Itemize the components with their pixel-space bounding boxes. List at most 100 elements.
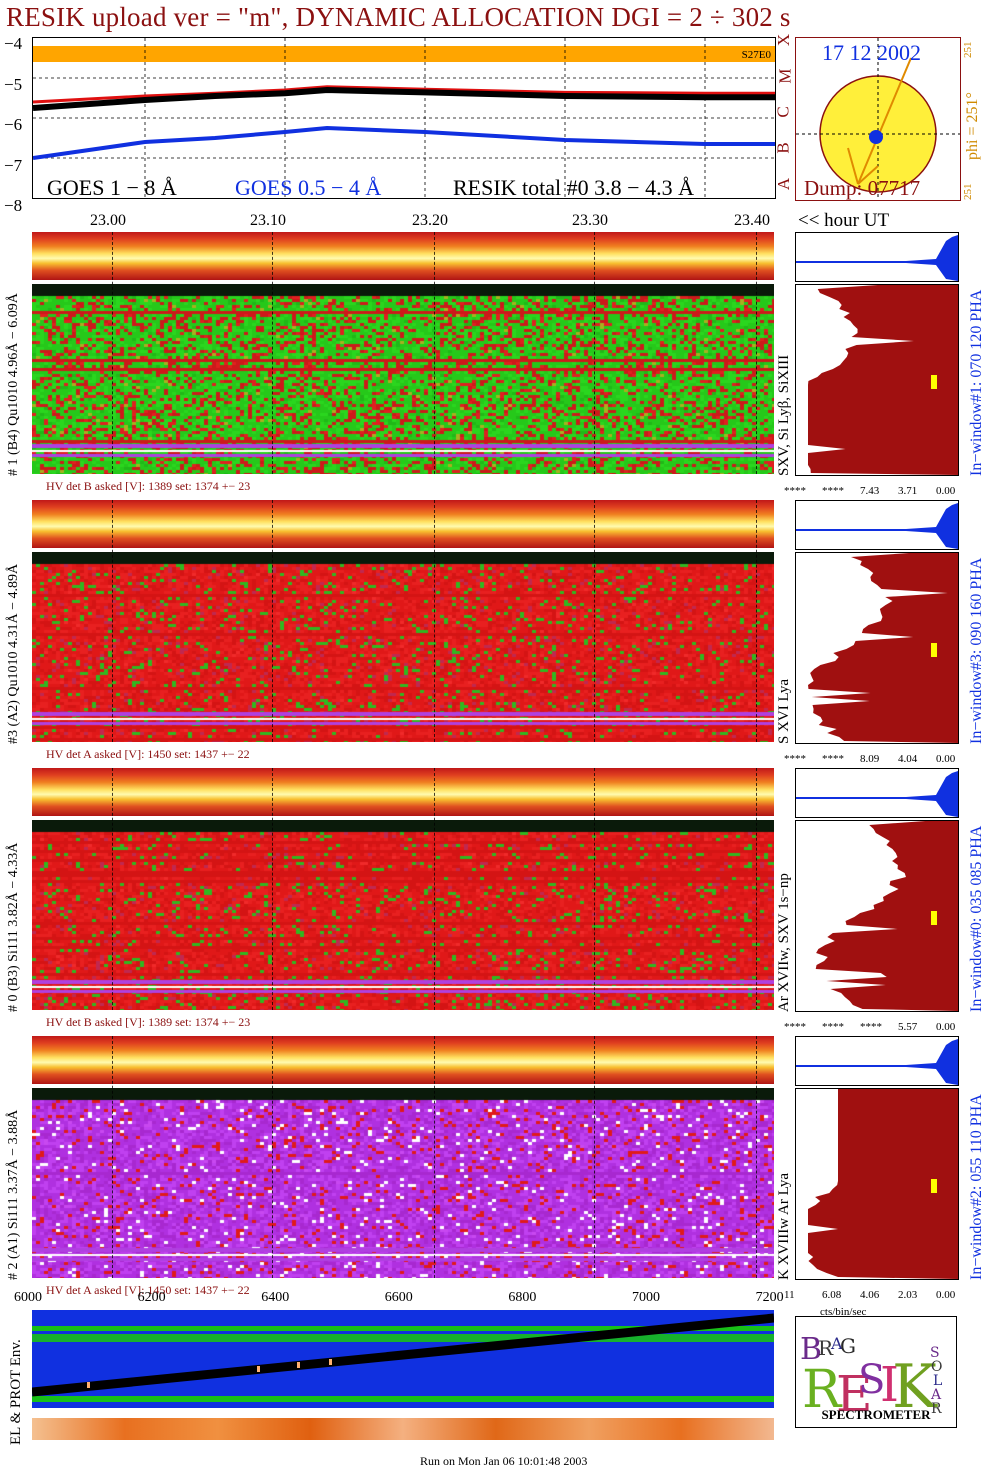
hist-tick: 0.00 [936,1289,956,1301]
phi-top-value: 251 [962,41,974,59]
pha-tick: 6800 [508,1290,537,1305]
spectrogram-pixels [32,284,774,474]
pha-histogram-small [795,500,959,550]
pha-tick: 7000 [632,1290,660,1305]
goes-chart-svg [33,38,775,198]
env-label: EL & PROT Env. [8,1339,24,1445]
spectral-line-label: S XVI Lya [776,679,792,744]
goes-short-line [33,125,775,160]
pha-histogram-small [795,768,959,818]
sun-disk [796,38,960,200]
in-window-label: In−window#2: 055 110 PHA [968,1094,985,1280]
spectrogram-top-strip [32,232,774,280]
time-gridline [434,1036,435,1278]
time-gridline [594,500,595,742]
time-gridline [112,768,113,1010]
hv-status: HV det B asked [V]: 1389 set: 1374 +− 23 [46,1015,251,1029]
hist-tick: 6.08 [822,1289,842,1301]
spectrogram-ch1 [32,284,774,474]
channel-label: # 0 (B3) Si111 3.82Å − 4.33Å [6,842,21,1012]
time-gridline [272,232,273,474]
svg-text:R: R [802,1360,843,1420]
hist-tick: **** [860,1021,882,1033]
hist-tick: **** [822,753,844,765]
time-gridline [272,768,273,1010]
svg-text:I: I [880,1357,899,1413]
spectrogram-top-strip [32,500,774,548]
goes-ytick: −8 [4,196,23,215]
pha-histogram [795,284,959,476]
time-gridline [756,500,757,742]
hist-tick: 7.43 [860,485,880,497]
time-gridline [594,768,595,1010]
svg-text:R: R [931,1401,942,1417]
svg-text:E: E [836,1365,873,1423]
pha-histogram-small [795,232,959,282]
time-tick: 23.20 [412,212,448,229]
run-timestamp: Run on Mon Jan 06 10:01:48 2003 [420,1454,588,1468]
page-title: RESIK upload ver = "m", DYNAMIC ALLOCATI… [6,2,791,32]
hist-tick: **** [822,1021,844,1033]
hist-tick: **** [822,485,844,497]
channel-label: # 1 (B4) Qu1010 4.96Å − 6.09Å [6,293,21,476]
observation-date: 17 12 2002 [822,40,921,65]
spectrogram-pixels [32,1088,774,1278]
channel-label: # 2 (A1) Si111 3.37Å − 3.88Å [6,1109,21,1280]
spectrogram-pixels [32,820,774,1010]
goes-x-class-band [33,46,775,62]
pha-tick: 6200 [137,1290,166,1305]
hist-tick: 0.00 [936,485,956,497]
svg-text:B: B [800,1332,822,1367]
spectrogram-ch2 [32,1088,774,1278]
hist-tick: 11 [784,1289,795,1301]
svg-text:S: S [858,1357,885,1403]
bragg-resik-logo: B R A G R E S I K S O L A R SPECTROMETER [795,1316,957,1428]
resik-total-line [33,86,775,111]
hist-tick: 2.03 [898,1289,918,1301]
hour-ut-label: << hour UT [798,210,890,231]
time-gridline [112,1036,113,1278]
svg-text:O: O [931,1359,942,1375]
legend-goes-long: GOES 1 − 8 Å [47,175,177,200]
time-tick: 23.00 [90,212,126,229]
hist-tick: 0.00 [936,1021,956,1033]
phi-bottom-value: 251 [962,183,974,201]
hist-unit-label: cts/bin/sec [820,1306,867,1318]
svg-text:A: A [930,1387,942,1403]
spectrogram-ch0 [32,820,774,1010]
pha-tick: 7200 [755,1290,784,1305]
hv-status: HV det B asked [V]: 1389 set: 1374 +− 23 [46,479,251,493]
goes-long-line [33,85,775,104]
in-window-label: In−window#1: 070 120 PHA [968,289,985,476]
time-gridline [594,1036,595,1278]
goes-plot: S27E0 GOES 1 − 8 Å GOES 0.5 − 4 Å RESIK … [32,37,776,200]
hist-tick: 3.71 [898,485,918,497]
hist-tick: 4.04 [898,753,918,765]
time-gridline [756,232,757,474]
time-gridline [272,1036,273,1278]
goes-ytick: −4 [4,34,23,53]
legend-resik-total: RESIK total #0 3.8 − 4.3 Å [453,175,694,200]
spectral-line-label: K XVIIIw Ar Lya [776,1172,792,1280]
sun-panel: 17 12 2002 Dump: 07717 [795,37,961,201]
hist-tick: **** [784,753,806,765]
logo-letters: B R A G R E S I K S O L A R [800,1332,942,1423]
time-gridline [594,232,595,474]
hv-status: HV det A asked [V]: 1450 set: 1437 +− 22 [46,747,250,761]
pha-histogram-small [795,1036,959,1086]
phi-label: phi = 251° [964,92,981,160]
spectrogram-pixels [32,552,774,742]
hist-tick: 8.09 [860,753,880,765]
spectral-line-label: Ar XVIIw, SXV 1s−np [776,873,792,1012]
pha-histogram [795,552,959,744]
env-track [32,1313,774,1397]
time-gridline [434,500,435,742]
channel-label: #3 (A2) Qu1010 4.31Å − 4.89Å [6,563,21,744]
env-strip [32,1418,774,1440]
time-gridline [272,500,273,742]
flare-class-letter: X [774,33,794,47]
pha-tick: 6400 [261,1290,290,1305]
dump-number: Dump: 07717 [804,176,921,200]
goes-ytick: −5 [4,74,23,94]
svg-text:S: S [930,1345,940,1361]
